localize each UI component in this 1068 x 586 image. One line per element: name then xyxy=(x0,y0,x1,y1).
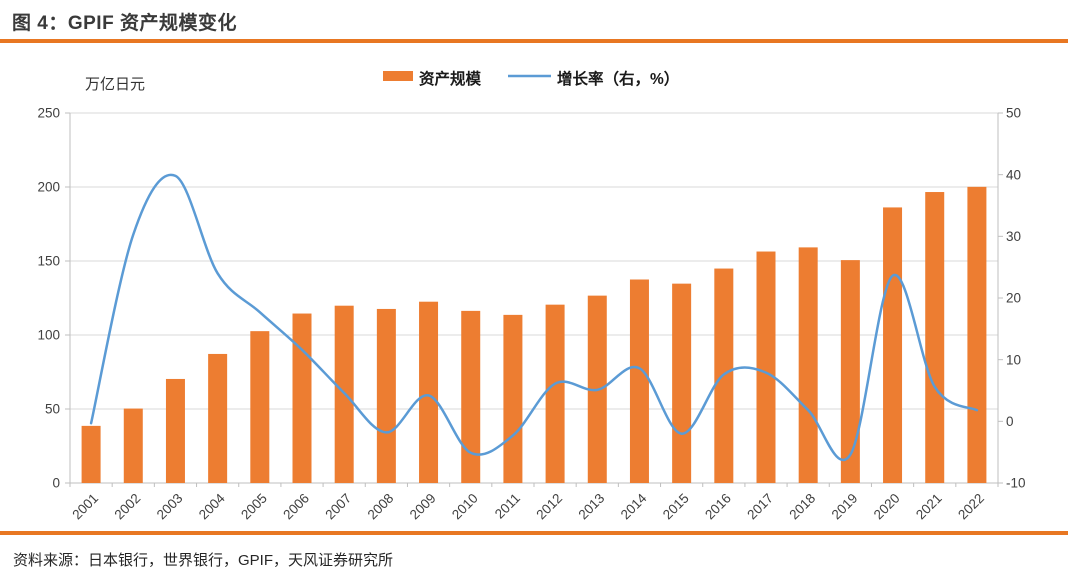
x-axis-label-2004: 2004 xyxy=(196,490,228,522)
bar-2019 xyxy=(840,260,860,483)
bar-2012 xyxy=(545,304,565,483)
x-axis-label-2014: 2014 xyxy=(618,490,650,522)
left-axis-tick-100: 100 xyxy=(37,328,60,343)
x-axis-label-2018: 2018 xyxy=(786,491,818,523)
left-axis-unit-label: 万亿日元 xyxy=(85,76,145,93)
bar-2003 xyxy=(165,378,185,483)
left-axis-tick-250: 250 xyxy=(37,106,60,121)
bar-2020 xyxy=(883,207,903,483)
right-axis-tick-10: 10 xyxy=(1006,352,1021,367)
x-axis-label-2017: 2017 xyxy=(744,491,776,523)
x-axis-label-2015: 2015 xyxy=(660,491,692,523)
axes xyxy=(65,112,1003,487)
right-axis-tick--10: -10 xyxy=(1006,476,1026,491)
bar-2009 xyxy=(419,301,439,483)
right-axis-tick-labels: -10 0 10 20 30 40 50 xyxy=(1006,106,1026,491)
bar-2001 xyxy=(81,425,101,483)
legend-bar-label: 资产规模 xyxy=(419,69,482,88)
x-axis-label-2011: 2011 xyxy=(492,491,523,522)
source-text: 资料来源：日本银行，世界银行，GPIF，天风证券研究所 xyxy=(13,552,394,569)
x-axis-label-2010: 2010 xyxy=(449,491,481,523)
x-axis-label-2003: 2003 xyxy=(154,491,186,523)
x-axis-label-2012: 2012 xyxy=(533,491,565,523)
x-axis-label-2016: 2016 xyxy=(702,491,734,523)
right-axis-tick-40: 40 xyxy=(1006,167,1021,182)
left-axis-tick-50: 50 xyxy=(45,402,60,417)
right-axis-tick-0: 0 xyxy=(1006,414,1014,429)
x-axis-label-2005: 2005 xyxy=(238,491,270,523)
x-axis-label-2009: 2009 xyxy=(407,491,439,523)
growth-rate-line xyxy=(89,173,979,462)
line-series-growth-rate xyxy=(89,173,979,462)
left-axis-tick-0: 0 xyxy=(52,476,60,491)
footer-divider xyxy=(0,531,1068,535)
bar-2002 xyxy=(123,408,143,483)
left-axis-tick-150: 150 xyxy=(37,254,60,269)
title-divider xyxy=(0,39,1068,43)
bar-2022 xyxy=(967,186,987,484)
x-axis-category-labels: 2001 2002 2003 2004 2005 2006 2007 2008 2009 2010… xyxy=(69,490,987,522)
x-axis-label-2001: 2001 xyxy=(69,491,101,523)
left-axis-tick-200: 200 xyxy=(37,180,60,195)
x-axis-label-2006: 2006 xyxy=(280,491,312,523)
legend-bar-swatch xyxy=(383,71,413,81)
bar-2017 xyxy=(756,251,776,483)
legend-line-label: 增长率（右，%） xyxy=(557,69,679,88)
bar-2014 xyxy=(629,279,649,483)
bar-2018 xyxy=(798,247,818,483)
bar-2008 xyxy=(376,308,396,483)
x-axis-label-2002: 2002 xyxy=(112,491,144,523)
right-axis-tick-50: 50 xyxy=(1006,106,1021,121)
legend: 资产规模 增长率（右，%） xyxy=(383,69,679,88)
bar-2021 xyxy=(925,192,945,484)
left-axis-tick-labels: 0 50 100 150 200 250 xyxy=(37,106,60,491)
right-axis-tick-30: 30 xyxy=(1006,229,1021,244)
bar-2006 xyxy=(292,313,312,483)
bar-2010 xyxy=(461,310,481,483)
bar-2015 xyxy=(672,283,692,483)
x-axis-label-2019: 2019 xyxy=(829,491,861,523)
x-axis-label-2022: 2022 xyxy=(955,491,987,523)
figure-title: 图 4：GPIF 资产规模变化 xyxy=(12,13,237,34)
bar-2005 xyxy=(250,331,270,483)
x-axis-label-2008: 2008 xyxy=(365,491,397,523)
right-axis-tick-20: 20 xyxy=(1006,291,1021,306)
bar-2011 xyxy=(503,314,523,483)
x-axis-label-2020: 2020 xyxy=(871,491,903,523)
x-axis-label-2007: 2007 xyxy=(322,491,354,523)
bar-2004 xyxy=(208,353,228,483)
x-axis-label-2021: 2021 xyxy=(913,491,945,523)
x-axis-label-2013: 2013 xyxy=(576,491,608,523)
